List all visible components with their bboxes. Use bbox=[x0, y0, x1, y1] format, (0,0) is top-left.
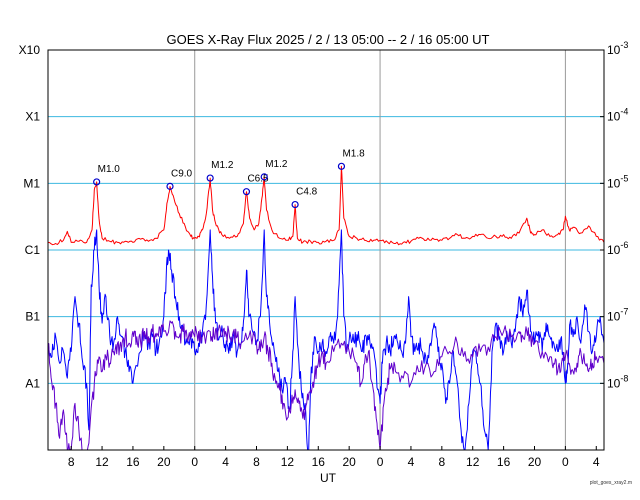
flare-label-1: C9.0 bbox=[171, 168, 193, 179]
flare-marker-0 bbox=[93, 178, 101, 186]
flare-marker-5 bbox=[291, 200, 299, 209]
x-tick-label-4: 0 bbox=[191, 455, 198, 469]
right-axis-label-2: 10-6 bbox=[607, 240, 628, 257]
flare-marker-1 bbox=[166, 182, 174, 190]
x-tick-label-7: 12 bbox=[281, 455, 295, 469]
x-tick-label-13: 12 bbox=[466, 455, 480, 469]
x-tick-label-9: 20 bbox=[342, 455, 356, 469]
left-axis-label-0: A1 bbox=[25, 376, 40, 390]
x-tick-label-2: 16 bbox=[126, 455, 140, 469]
right-axis-label-5: 10-3 bbox=[607, 40, 628, 57]
flare-marker-2 bbox=[206, 174, 214, 182]
x-tick-label-3: 20 bbox=[157, 455, 171, 469]
x-tick-label-17: 4 bbox=[593, 455, 600, 469]
flare-label-2: M1.2 bbox=[211, 160, 234, 171]
flare-marker-4 bbox=[260, 173, 268, 181]
right-axis-label-1: 10-7 bbox=[607, 307, 628, 324]
flare-marker-6 bbox=[337, 162, 346, 170]
x-tick-label-5: 4 bbox=[222, 455, 229, 469]
chart-title: GOES X-Ray Flux 2025 / 2 / 13 05:00 -- 2… bbox=[167, 32, 490, 47]
x-tick-label-0: 8 bbox=[68, 455, 75, 469]
flare-marker-3 bbox=[242, 188, 251, 196]
x-axis-ticks: 8 12 16 20 0 4 8 12 16 20 0 4 8 12 16 20 0 4 bbox=[68, 446, 600, 469]
left-axis-label-2: C1 bbox=[25, 243, 41, 257]
right-axis-label-0: 10-8 bbox=[607, 373, 628, 390]
gridlines bbox=[48, 116, 604, 384]
x-tick-label-11: 4 bbox=[408, 455, 415, 469]
flare-label-3: C6.5 bbox=[247, 174, 269, 185]
x-tick-label-8: 16 bbox=[312, 455, 326, 469]
left-axis-label-4: X1 bbox=[25, 110, 40, 124]
series-group bbox=[47, 165, 605, 451]
left-axis-labels: A1 B1 C1 M1 X1 X10 bbox=[19, 43, 41, 390]
left-axis-label-1: B1 bbox=[25, 310, 40, 324]
flare-label-6: M1.8 bbox=[342, 148, 365, 159]
flare-label-5: C4.8 bbox=[296, 187, 318, 198]
right-axis-label-3: 10-5 bbox=[607, 173, 628, 190]
flare-label-0: M1.0 bbox=[98, 164, 121, 175]
series-short-line bbox=[47, 229, 605, 451]
x-tick-label-1: 12 bbox=[95, 455, 109, 469]
x-tick-label-16: 0 bbox=[562, 455, 569, 469]
right-axis-labels: 10-8 10-7 10-6 10-5 10-4 10-3 bbox=[600, 40, 628, 390]
series-long-line bbox=[47, 165, 605, 246]
x-tick-label-6: 8 bbox=[253, 455, 260, 469]
x-tick-label-10: 0 bbox=[377, 455, 384, 469]
x-axis-label: UT bbox=[320, 471, 337, 485]
flare-markers: M1.0 C9.0 M1.2 C6.5 M1.2 C4.8 M1.8 bbox=[93, 148, 365, 209]
flare-label-4: M1.2 bbox=[265, 159, 288, 170]
x-tick-label-15: 20 bbox=[528, 455, 542, 469]
credit-text: plot_goes_xray2.m bbox=[590, 480, 632, 486]
x-tick-label-14: 16 bbox=[497, 455, 511, 469]
x-tick-label-12: 8 bbox=[438, 455, 445, 469]
right-axis-label-4: 10-4 bbox=[607, 107, 628, 124]
left-axis-label-5: X10 bbox=[19, 43, 41, 57]
series-short_alt-line bbox=[47, 320, 605, 451]
left-axis-label-3: M1 bbox=[23, 176, 40, 190]
